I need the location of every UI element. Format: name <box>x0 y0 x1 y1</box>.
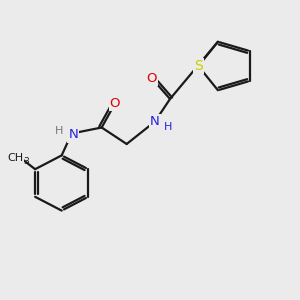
Text: H: H <box>164 122 172 132</box>
Text: 3: 3 <box>23 158 29 166</box>
Text: H: H <box>55 125 63 136</box>
Text: O: O <box>110 97 120 110</box>
Text: O: O <box>146 71 157 85</box>
Text: N: N <box>150 115 160 128</box>
Text: CH: CH <box>7 153 23 163</box>
Text: S: S <box>194 59 203 73</box>
Text: N: N <box>68 128 78 142</box>
